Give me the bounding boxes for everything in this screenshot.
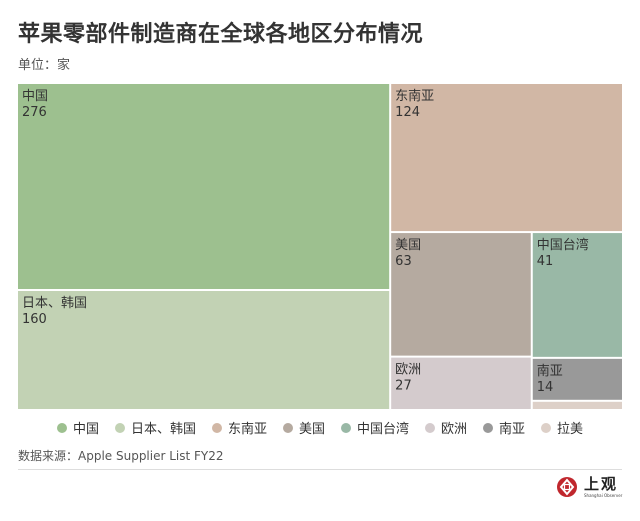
treemap-rect — [391, 357, 531, 409]
legend-dot-icon — [211, 422, 222, 433]
treemap-label: 中国台湾 — [537, 237, 589, 253]
treemap-rect — [391, 233, 531, 356]
treemap-label: 南亚 — [537, 363, 563, 379]
legend-item: 美国 — [282, 418, 325, 437]
treemap-value: 124 — [395, 105, 420, 120]
chart-title: 苹果零部件制造商在全球各地区分布情况 — [18, 22, 424, 47]
treemap-rect — [532, 358, 622, 400]
unit-label: 单位：家 — [18, 58, 71, 73]
treemap-rect — [532, 401, 622, 409]
treemap-rect — [532, 233, 622, 357]
legend-dot-icon — [114, 422, 125, 433]
legend-item: 日本、韩国 — [114, 418, 196, 437]
source-note: 数据来源：Apple Supplier List FY22 — [18, 449, 224, 463]
treemap-label: 日本、韩国 — [22, 296, 87, 311]
legend-label: 中国台湾 — [357, 422, 410, 437]
treemap-rect — [18, 291, 390, 409]
legend-item: 东南亚 — [211, 418, 267, 437]
shanghai-observer-logo-icon — [557, 477, 577, 497]
legend-dot-icon — [341, 422, 351, 433]
treemap-value: 276 — [22, 105, 47, 120]
treemap-label: 东南亚 — [395, 88, 434, 104]
footer-divider — [18, 469, 622, 470]
legend-item: 中国 — [56, 418, 99, 437]
chart-legend: 中国 日本、韩国 东南亚 美国 中国台湾 欧洲 南亚 拉美 — [0, 418, 640, 437]
legend-label: 美国 — [298, 422, 325, 437]
legend-dot-icon — [282, 422, 293, 433]
treemap-rect — [18, 84, 390, 289]
legend-item: 南亚 — [483, 418, 525, 437]
legend-item: 拉美 — [541, 418, 583, 437]
brand-logo: 上观 Shanghai Observer — [556, 476, 622, 498]
treemap-label: 美国 — [395, 238, 421, 253]
legend-label: 中国 — [72, 422, 99, 437]
legend-label: 日本、韩国 — [130, 422, 196, 437]
legend-dot-icon — [56, 422, 67, 433]
legend-label: 欧洲 — [441, 422, 468, 437]
treemap-rect — [391, 84, 622, 232]
legend-item: 欧洲 — [425, 418, 467, 437]
treemap-cell — [532, 401, 622, 409]
legend-dot-icon — [483, 422, 494, 433]
logo-wordmark: 上观 — [584, 474, 619, 493]
treemap-value: 160 — [22, 312, 47, 327]
treemap-value: 63 — [395, 254, 412, 269]
legend-dot-icon — [541, 422, 552, 433]
treemap-value: 27 — [395, 379, 412, 394]
treemap-label: 欧洲 — [395, 363, 421, 378]
legend-label: 拉美 — [557, 422, 584, 437]
legend-dot-icon — [425, 422, 436, 433]
treemap-value: 41 — [537, 254, 554, 269]
treemap-label: 中国 — [22, 89, 48, 104]
treemap-value: 14 — [537, 380, 554, 395]
logo-subtitle: Shanghai Observer — [584, 492, 623, 498]
legend-label: 南亚 — [499, 422, 526, 437]
legend-label: 东南亚 — [227, 422, 267, 437]
legend-item: 中国台湾 — [341, 418, 409, 437]
